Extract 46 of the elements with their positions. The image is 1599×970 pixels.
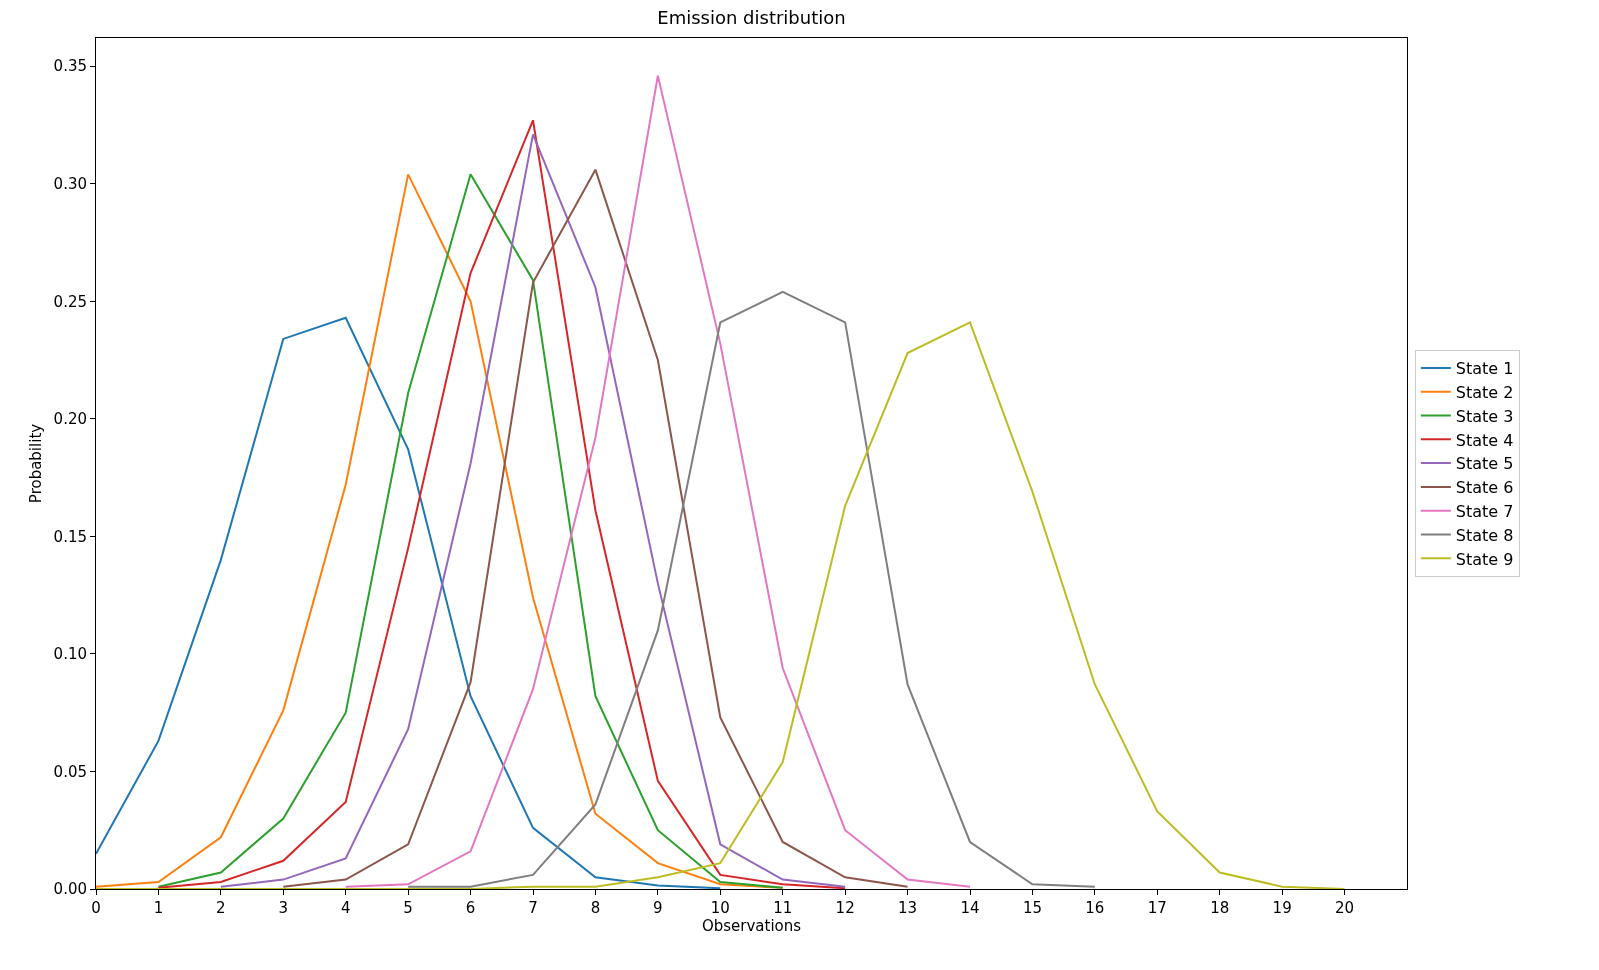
y-tick-label: 0.15 xyxy=(53,527,87,546)
y-tick-label: 0.05 xyxy=(53,762,87,781)
legend-label: State 8 xyxy=(1455,525,1514,545)
y-tick-label: 0.00 xyxy=(53,880,87,899)
x-tick-label: 18 xyxy=(1210,899,1230,917)
y-tick-label: 0.25 xyxy=(53,292,87,311)
y-tick-label: 0.30 xyxy=(53,175,87,193)
x-axis-title: Observations xyxy=(701,917,802,935)
legend-label: State 5 xyxy=(1455,454,1514,474)
legend-label: State 7 xyxy=(1455,501,1514,521)
x-tick-label: 5 xyxy=(403,899,413,917)
y-axis-title: Probability xyxy=(26,423,45,504)
x-tick-label: 14 xyxy=(960,899,980,917)
x-tick-label: 19 xyxy=(1272,899,1292,917)
legend-label: State 9 xyxy=(1455,549,1514,569)
x-tick-label: 7 xyxy=(528,899,538,917)
legend-label: State 2 xyxy=(1455,382,1514,402)
x-tick-label: 0 xyxy=(91,899,101,917)
x-tick-label: 4 xyxy=(340,899,351,917)
line-series xyxy=(282,168,909,888)
x-tick-label: 12 xyxy=(835,899,855,917)
legend-label: State 4 xyxy=(1455,430,1514,450)
y-tick-label: 0.10 xyxy=(53,645,87,664)
line-series xyxy=(96,321,1346,889)
x-tick-label: 9 xyxy=(653,899,663,917)
legend-label: State 1 xyxy=(1455,359,1514,379)
x-tick-label: 13 xyxy=(898,899,918,917)
x-tick-label: 15 xyxy=(1022,899,1042,917)
line-series xyxy=(407,290,1096,888)
chart-title: Emission distribution xyxy=(657,7,846,29)
line-series xyxy=(344,74,971,888)
x-tick-label: 8 xyxy=(590,899,601,917)
x-tick-label: 3 xyxy=(278,899,289,917)
x-tick-label: 17 xyxy=(1147,899,1167,917)
x-tick-label: 10 xyxy=(710,899,730,917)
legend-label: State 6 xyxy=(1455,478,1514,498)
y-tick-label: 0.35 xyxy=(53,57,87,76)
line-series xyxy=(96,316,722,889)
x-tick-label: 16 xyxy=(1085,899,1105,917)
x-tick-label: 2 xyxy=(216,899,226,917)
legend-label: State 3 xyxy=(1455,406,1514,426)
x-tick-label: 11 xyxy=(773,899,793,917)
x-tick-label: 1 xyxy=(153,899,164,917)
x-tick-label: 6 xyxy=(465,899,476,917)
y-tick-label: 0.20 xyxy=(53,410,87,429)
x-tick-label: 20 xyxy=(1335,899,1355,917)
